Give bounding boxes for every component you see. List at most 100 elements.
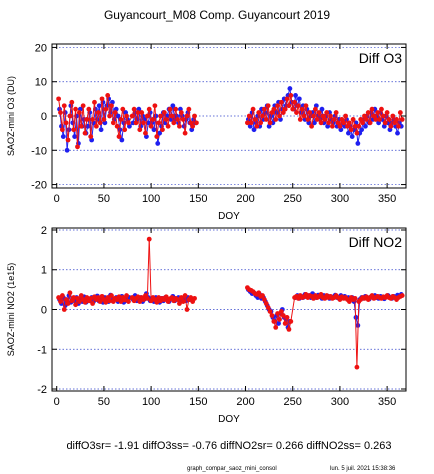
stats-summary: diffO3sr= -1.91 diffO3ss= -0.76 diffNO2s… bbox=[66, 440, 391, 452]
no2-y-tick-label: 0 bbox=[41, 305, 47, 317]
o3-sunset-point bbox=[88, 134, 94, 139]
no2-sunset-point bbox=[399, 293, 405, 298]
o3-sunrise-point bbox=[296, 96, 302, 102]
o3-sunset-point bbox=[150, 117, 156, 122]
o3-sunset-point bbox=[139, 110, 145, 115]
o3-sunset-point bbox=[369, 106, 375, 112]
o3-sunset-point bbox=[165, 123, 171, 129]
o3-sunset-point bbox=[59, 127, 65, 133]
no2-sunset-point bbox=[286, 326, 292, 332]
o3-sunset-segment bbox=[99, 98, 103, 123]
o3-sunset-point bbox=[103, 106, 109, 112]
no2-x-tick-label: 250 bbox=[284, 396, 302, 408]
o3-sunset-segment bbox=[184, 115, 188, 134]
no2-sunset-point bbox=[192, 295, 197, 301]
no2-sunset-point bbox=[109, 293, 114, 298]
no2-sunset-segment bbox=[148, 239, 152, 301]
o3-sunset-point bbox=[360, 120, 365, 126]
o3-y-axis-label: SAOZ-mini O3 (DU) bbox=[6, 76, 16, 156]
no2-sunset-point bbox=[280, 313, 286, 318]
o3-sunset-point bbox=[265, 103, 271, 109]
o3-sunset-point bbox=[180, 117, 186, 122]
o3-sunset-point bbox=[154, 134, 160, 139]
o3-sunset-point bbox=[318, 120, 324, 126]
no2-x-tick-label: 150 bbox=[189, 396, 207, 408]
o3-sunset-segment bbox=[107, 95, 111, 117]
o3-x-axis-label: DOY bbox=[218, 211, 240, 222]
no2-sunset-point bbox=[262, 297, 267, 302]
o3-sunset-point bbox=[169, 113, 175, 119]
o3-sunset-point bbox=[299, 106, 305, 112]
o3-sunset-point bbox=[71, 127, 77, 133]
no2-sunset-point bbox=[275, 311, 281, 316]
o3-sunset-point bbox=[246, 113, 252, 119]
no2-y-tick-label: 2 bbox=[41, 225, 47, 237]
no2-x-tick-label: 300 bbox=[331, 396, 349, 408]
o3-sunrise-segment bbox=[121, 122, 125, 141]
no2-sunset-point bbox=[90, 301, 95, 306]
o3-sunset-point bbox=[58, 110, 63, 115]
o3-sunset-point bbox=[192, 113, 197, 119]
o3-sunset-point bbox=[250, 106, 256, 112]
o3-sunset-point bbox=[194, 120, 199, 126]
o3-sunset-segment bbox=[88, 109, 92, 137]
no2-sunset-point bbox=[58, 299, 63, 304]
o3-y-tick-label: -10 bbox=[31, 145, 47, 157]
o3-sunset-point bbox=[356, 123, 362, 129]
no2-x-tick-label: 350 bbox=[378, 396, 396, 408]
no2-sunset-point bbox=[288, 319, 294, 324]
o3-sunset-point bbox=[158, 113, 163, 119]
o3-sunset-point bbox=[394, 117, 399, 122]
o3-sunset-point bbox=[56, 96, 62, 102]
o3-sunset-point bbox=[182, 130, 188, 136]
source-label: graph_compar_saoz_mini_consol bbox=[187, 466, 277, 472]
o3-sunset-point bbox=[363, 117, 369, 122]
o3-sunset-point bbox=[328, 113, 333, 119]
o3-sunset-point bbox=[322, 117, 328, 122]
o3-sunrise-point bbox=[293, 93, 298, 98]
no2-sunset-point bbox=[141, 297, 146, 302]
no2-sunset-point bbox=[56, 295, 62, 300]
o3-sunset-point bbox=[390, 113, 396, 119]
o3-x-tick-label: 50 bbox=[98, 193, 110, 205]
o3-sunrise-point bbox=[312, 120, 317, 126]
o3-sunset-point bbox=[184, 113, 190, 119]
no2-sunset-point bbox=[346, 299, 352, 304]
o3-sunset-point bbox=[331, 117, 337, 122]
o3-sunset-segment bbox=[101, 98, 105, 120]
o3-sunset-point bbox=[301, 113, 307, 119]
no2-sunset-point bbox=[122, 297, 128, 303]
o3-sunset-point bbox=[326, 120, 331, 126]
o3-sunset-point bbox=[69, 99, 75, 105]
o3-sunset-point bbox=[107, 113, 112, 119]
o3-sunset-point bbox=[333, 110, 339, 115]
o3-sunset-point bbox=[109, 103, 114, 109]
o3-sunset-point bbox=[131, 106, 137, 112]
o3-sunrise-point bbox=[60, 134, 66, 139]
no2-sunset-point bbox=[71, 295, 77, 300]
o3-sunset-point bbox=[365, 110, 371, 115]
o3-sunset-point bbox=[377, 117, 382, 122]
o3-sunset-point bbox=[135, 110, 141, 115]
o3-sunset-point bbox=[146, 106, 152, 112]
o3-sunset-point bbox=[263, 117, 269, 122]
no2-y-axis-label: SAOZ-mini NO2 (1e15) bbox=[6, 263, 16, 357]
no2-sunset-point bbox=[73, 302, 78, 308]
o3-sunset-point bbox=[90, 117, 95, 122]
no2-y-tick-label: -1 bbox=[37, 344, 47, 356]
no2-sunset-point bbox=[163, 294, 169, 300]
o3-sunset-point bbox=[177, 123, 182, 129]
o3-sunset-point bbox=[112, 110, 118, 115]
o3-sunset-point bbox=[284, 96, 290, 102]
o3-sunset-point bbox=[290, 106, 296, 112]
o3-sunrise-point bbox=[151, 127, 157, 133]
o3-sunset-point bbox=[63, 120, 69, 126]
no2-sunset-point bbox=[82, 299, 88, 305]
o3-sunset-segment bbox=[71, 102, 75, 130]
o3-x-tick-label: 100 bbox=[142, 193, 160, 205]
o3-sunset-point bbox=[73, 106, 78, 112]
o3-sunset-segment bbox=[92, 102, 95, 120]
o3-sunset-point bbox=[80, 103, 86, 109]
o3-sunrise-point bbox=[157, 130, 163, 136]
o3-sunset-point bbox=[124, 113, 129, 119]
